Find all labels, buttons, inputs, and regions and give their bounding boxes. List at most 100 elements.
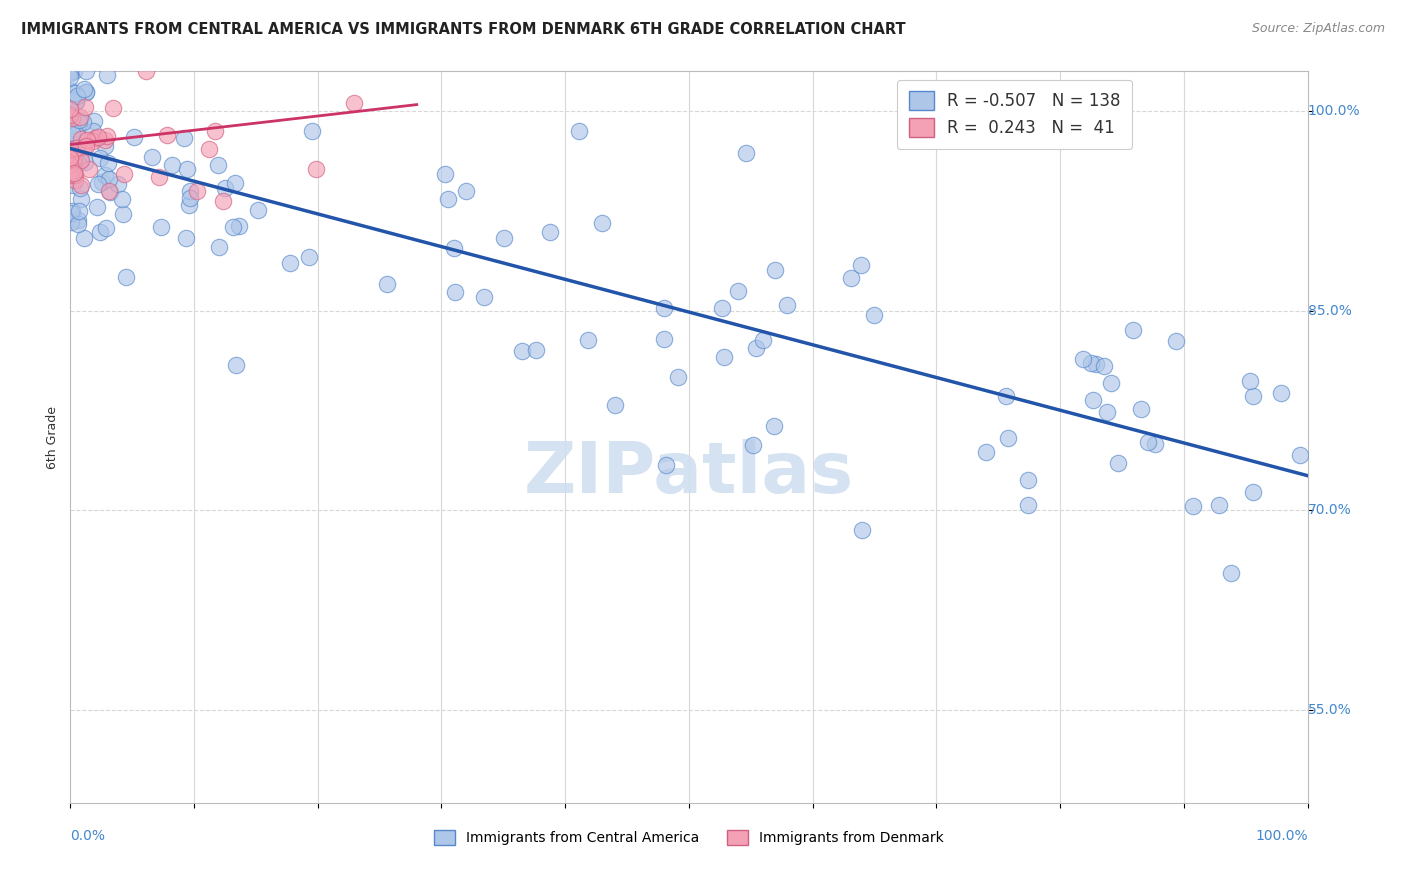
Point: [655, 458, 678, 472]
Point: [62, 136, 84, 151]
Point: [863, 308, 886, 322]
Point: [437, 192, 460, 206]
Point: [60, 126, 83, 140]
Point: [69, 110, 91, 124]
Point: [73, 82, 96, 96]
Point: [207, 158, 229, 172]
Point: [89, 225, 111, 239]
Point: [73, 155, 96, 169]
Point: [1241, 485, 1264, 500]
Point: [59, 169, 82, 183]
Point: [211, 194, 233, 209]
Point: [75, 85, 97, 99]
Point: [1164, 334, 1187, 349]
Point: [149, 219, 172, 234]
Point: [1092, 359, 1115, 373]
Point: [60, 112, 83, 126]
Point: [711, 301, 734, 316]
Point: [67, 155, 90, 169]
Point: [1136, 434, 1159, 449]
Point: [510, 343, 533, 358]
Point: [96, 220, 118, 235]
Point: [87, 130, 110, 145]
Text: 55.0%: 55.0%: [1308, 703, 1351, 716]
Point: [69, 181, 91, 195]
Point: [745, 341, 768, 355]
Point: [247, 203, 270, 218]
Point: [305, 162, 328, 177]
Text: 100.0%: 100.0%: [1256, 830, 1308, 844]
Point: [591, 216, 613, 230]
Point: [59, 100, 82, 114]
Point: [713, 350, 735, 364]
Point: [89, 151, 111, 165]
Point: [67, 116, 90, 130]
Point: [60, 163, 83, 178]
Point: [997, 431, 1019, 445]
Point: [59, 206, 82, 220]
Point: [97, 172, 120, 186]
Point: [59, 144, 82, 158]
Point: [652, 301, 675, 315]
Point: [208, 240, 231, 254]
Point: [65, 95, 87, 109]
Point: [1270, 386, 1292, 401]
Point: [94, 133, 117, 147]
Point: [278, 256, 301, 270]
Point: [1239, 374, 1261, 388]
Point: [1289, 448, 1312, 462]
Point: [179, 184, 201, 198]
Point: [59, 151, 82, 165]
Point: [63, 168, 86, 182]
Point: [70, 178, 93, 193]
Point: [65, 95, 87, 109]
Point: [101, 101, 124, 115]
Point: [762, 418, 785, 433]
Point: [434, 167, 457, 181]
Point: [63, 64, 86, 78]
Point: [59, 158, 82, 172]
Point: [59, 84, 82, 98]
Point: [156, 128, 179, 142]
Point: [741, 438, 763, 452]
Point: [222, 219, 245, 234]
Point: [204, 124, 226, 138]
Point: [1208, 499, 1230, 513]
Point: [135, 64, 157, 78]
Point: [69, 192, 91, 206]
Point: [173, 131, 195, 145]
Point: [1122, 323, 1144, 337]
Point: [87, 178, 110, 192]
Point: [66, 217, 89, 231]
Point: [65, 141, 87, 155]
Text: IMMIGRANTS FROM CENTRAL AMERICA VS IMMIGRANTS FROM DENMARK 6TH GRADE CORRELATION: IMMIGRANTS FROM CENTRAL AMERICA VS IMMIG…: [21, 22, 905, 37]
Point: [59, 108, 82, 122]
Point: [1099, 376, 1122, 390]
Point: [60, 131, 83, 145]
Point: [59, 66, 82, 80]
Point: [179, 198, 201, 212]
Point: [98, 184, 121, 198]
Point: [82, 124, 104, 138]
Point: [66, 212, 89, 227]
Text: Source: ZipAtlas.com: Source: ZipAtlas.com: [1251, 22, 1385, 36]
Point: [377, 277, 399, 291]
Point: [59, 102, 82, 116]
Point: [59, 136, 82, 151]
Point: [63, 152, 86, 166]
Point: [1017, 498, 1039, 512]
Point: [752, 333, 775, 347]
Point: [97, 156, 120, 170]
Point: [84, 130, 107, 145]
Point: [186, 185, 208, 199]
Point: [1107, 456, 1129, 470]
Point: [60, 215, 83, 229]
Point: [60, 64, 83, 78]
Point: [98, 186, 121, 200]
Point: [60, 147, 83, 161]
Point: [94, 169, 117, 183]
Point: [114, 270, 136, 285]
Point: [59, 151, 82, 165]
Point: [65, 127, 87, 141]
Point: [851, 523, 873, 537]
